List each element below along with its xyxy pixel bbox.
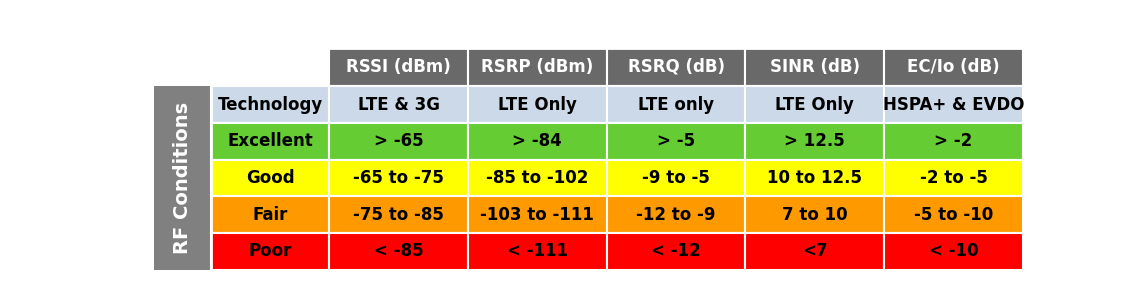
- Text: LTE & 3G: LTE & 3G: [358, 95, 440, 114]
- Text: -12 to -9: -12 to -9: [636, 205, 716, 224]
- Bar: [885, 48, 1023, 86]
- Bar: [329, 123, 468, 160]
- Text: Excellent: Excellent: [227, 132, 313, 150]
- Bar: [329, 48, 468, 86]
- Bar: [606, 86, 745, 123]
- Bar: [745, 86, 885, 123]
- Bar: [745, 48, 885, 86]
- Text: > 12.5: > 12.5: [784, 132, 845, 150]
- Text: Technology: Technology: [218, 95, 323, 114]
- Bar: [606, 48, 745, 86]
- Text: SINR (dB): SINR (dB): [770, 58, 860, 76]
- Text: -9 to -5: -9 to -5: [642, 169, 711, 187]
- Bar: [212, 48, 329, 86]
- Bar: [468, 48, 606, 86]
- Text: -5 to -10: -5 to -10: [913, 205, 994, 224]
- Bar: [329, 160, 468, 196]
- Text: -65 to -75: -65 to -75: [353, 169, 444, 187]
- Text: RSRQ (dB): RSRQ (dB): [628, 58, 724, 76]
- Bar: [212, 196, 329, 233]
- Bar: [745, 123, 885, 160]
- Text: LTE Only: LTE Only: [776, 95, 854, 114]
- Text: <7: <7: [802, 242, 827, 260]
- Text: RSSI (dBm): RSSI (dBm): [346, 58, 452, 76]
- Text: < -12: < -12: [651, 242, 701, 260]
- Text: -2 to -5: -2 to -5: [919, 169, 988, 187]
- Text: > -84: > -84: [512, 132, 563, 150]
- Bar: [745, 160, 885, 196]
- Bar: [885, 233, 1023, 270]
- Bar: [329, 233, 468, 270]
- Bar: [212, 233, 329, 270]
- Text: LTE only: LTE only: [638, 95, 714, 114]
- Bar: [154, 86, 212, 270]
- Text: 10 to 12.5: 10 to 12.5: [768, 169, 862, 187]
- Bar: [606, 160, 745, 196]
- Bar: [468, 233, 606, 270]
- Text: Fair: Fair: [252, 205, 288, 224]
- Bar: [212, 86, 329, 123]
- Text: RF Conditions: RF Conditions: [173, 102, 193, 254]
- Bar: [606, 196, 745, 233]
- Bar: [885, 123, 1023, 160]
- Bar: [468, 86, 606, 123]
- Text: EC/Io (dB): EC/Io (dB): [908, 58, 999, 76]
- Text: < -10: < -10: [928, 242, 979, 260]
- Text: < -111: < -111: [507, 242, 568, 260]
- Bar: [329, 86, 468, 123]
- Bar: [606, 123, 745, 160]
- Text: -85 to -102: -85 to -102: [486, 169, 589, 187]
- Text: RSRP (dBm): RSRP (dBm): [481, 58, 594, 76]
- Text: LTE Only: LTE Only: [497, 95, 576, 114]
- Text: > -2: > -2: [934, 132, 973, 150]
- Bar: [885, 160, 1023, 196]
- Text: > -65: > -65: [374, 132, 423, 150]
- Bar: [468, 196, 606, 233]
- Text: < -85: < -85: [374, 242, 423, 260]
- Text: -75 to -85: -75 to -85: [353, 205, 444, 224]
- Text: HSPA+ & EVDO: HSPA+ & EVDO: [882, 95, 1025, 114]
- Text: -103 to -111: -103 to -111: [480, 205, 595, 224]
- Text: > -5: > -5: [657, 132, 696, 150]
- Bar: [745, 196, 885, 233]
- Bar: [212, 160, 329, 196]
- Text: Good: Good: [246, 169, 295, 187]
- Text: Poor: Poor: [249, 242, 292, 260]
- Text: 7 to 10: 7 to 10: [782, 205, 848, 224]
- Bar: [468, 160, 606, 196]
- Bar: [885, 196, 1023, 233]
- Bar: [606, 233, 745, 270]
- Bar: [885, 86, 1023, 123]
- Bar: [212, 123, 329, 160]
- Bar: [745, 233, 885, 270]
- Bar: [468, 123, 606, 160]
- Bar: [329, 196, 468, 233]
